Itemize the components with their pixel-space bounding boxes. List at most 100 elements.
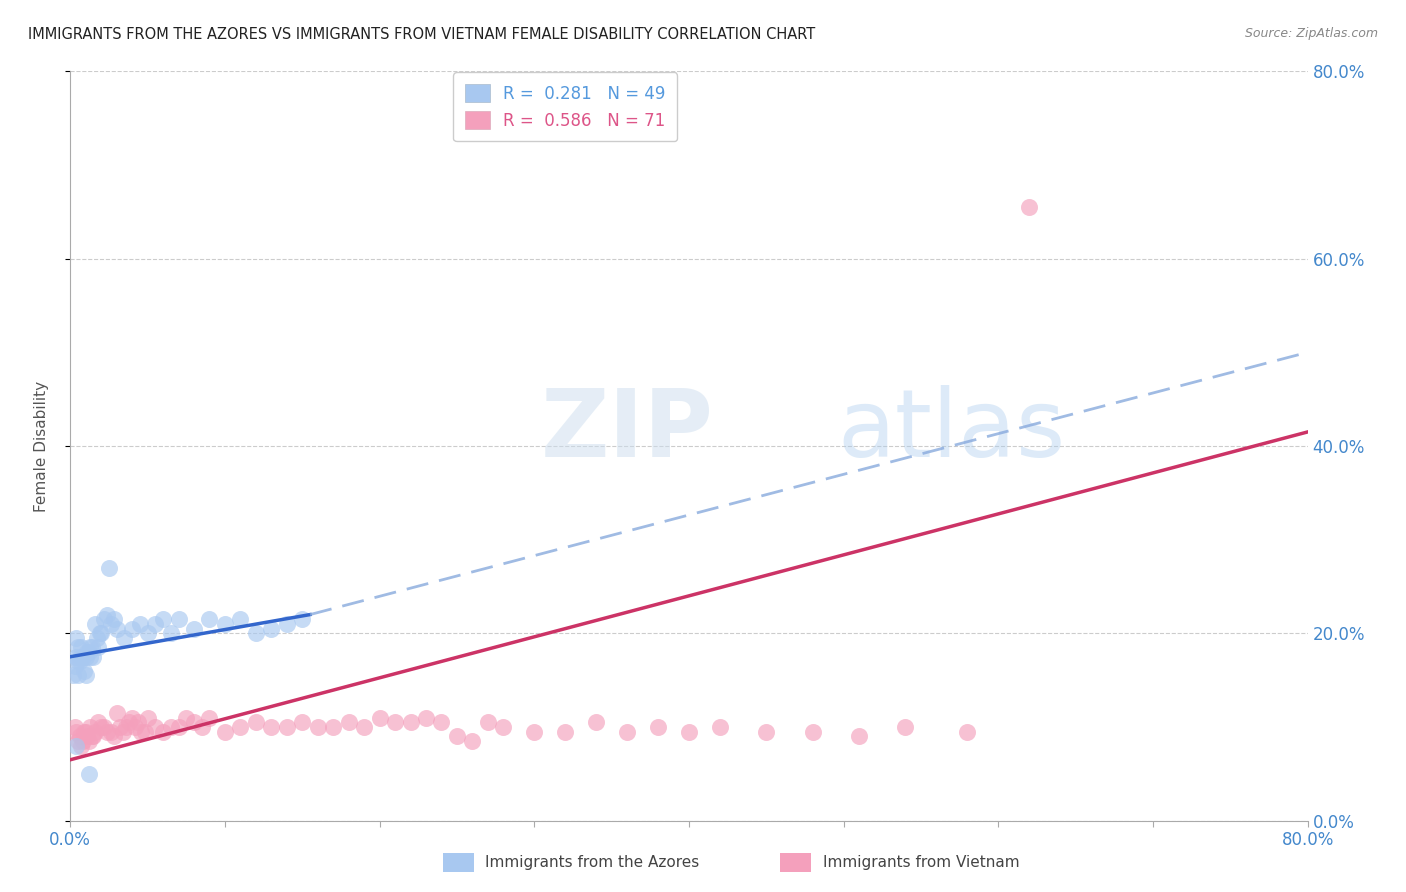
Point xyxy=(260,720,283,734)
Point xyxy=(214,617,236,632)
Point xyxy=(245,626,267,640)
Point xyxy=(63,720,86,734)
Text: Immigrants from Vietnam: Immigrants from Vietnam xyxy=(823,855,1019,870)
Point xyxy=(134,724,156,739)
Point xyxy=(124,720,146,734)
Point xyxy=(93,720,115,734)
Point xyxy=(322,720,344,734)
Text: ZIP: ZIP xyxy=(540,385,713,477)
Point xyxy=(65,649,87,664)
Point xyxy=(214,724,236,739)
Point xyxy=(276,720,298,734)
Point xyxy=(67,668,90,682)
Point xyxy=(167,720,190,734)
Point xyxy=(430,715,453,730)
Point xyxy=(554,724,576,739)
Point xyxy=(90,626,112,640)
Text: Immigrants from the Azores: Immigrants from the Azores xyxy=(485,855,699,870)
Point xyxy=(446,730,468,744)
Point xyxy=(801,724,824,739)
Point xyxy=(353,720,375,734)
Point xyxy=(477,715,499,730)
Point xyxy=(131,724,153,739)
Point xyxy=(87,640,110,655)
Point xyxy=(229,720,252,734)
Point xyxy=(76,730,98,744)
Point xyxy=(67,734,90,748)
Point xyxy=(69,730,91,744)
Point xyxy=(848,730,870,744)
Point xyxy=(585,715,607,730)
Point xyxy=(86,631,108,645)
Point xyxy=(399,715,422,730)
Y-axis label: Female Disability: Female Disability xyxy=(35,380,49,512)
Point xyxy=(69,655,91,669)
Point xyxy=(65,631,87,645)
Point xyxy=(63,659,86,673)
Point xyxy=(70,739,93,753)
Point xyxy=(79,720,101,734)
Point xyxy=(167,612,190,626)
Point xyxy=(75,668,97,682)
Point xyxy=(105,706,128,720)
Point xyxy=(1018,200,1040,214)
Point xyxy=(152,724,174,739)
Text: atlas: atlas xyxy=(838,385,1066,477)
Legend: R =  0.281   N = 49, R =  0.586   N = 71: R = 0.281 N = 49, R = 0.586 N = 71 xyxy=(453,72,678,141)
Point xyxy=(956,724,979,739)
Text: IMMIGRANTS FROM THE AZORES VS IMMIGRANTS FROM VIETNAM FEMALE DISABILITY CORRELAT: IMMIGRANTS FROM THE AZORES VS IMMIGRANTS… xyxy=(28,27,815,42)
Point xyxy=(105,622,128,636)
Point xyxy=(80,640,103,655)
Point xyxy=(129,617,152,632)
Point xyxy=(79,649,101,664)
Point xyxy=(492,720,515,734)
Point xyxy=(198,612,221,626)
Point xyxy=(70,640,93,655)
Point xyxy=(461,734,484,748)
Point xyxy=(276,617,298,632)
Point xyxy=(108,720,131,734)
Point xyxy=(183,622,205,636)
Point xyxy=(80,730,103,744)
Point xyxy=(245,715,267,730)
Point xyxy=(100,617,122,632)
Point xyxy=(89,626,111,640)
Point xyxy=(307,720,329,734)
Point xyxy=(84,617,107,632)
Point xyxy=(82,730,105,744)
Point xyxy=(72,734,94,748)
Point xyxy=(98,561,120,575)
Point xyxy=(79,640,101,655)
Point xyxy=(127,715,149,730)
Point xyxy=(77,767,100,781)
Point xyxy=(72,649,94,664)
Point xyxy=(84,724,107,739)
Point xyxy=(145,617,166,632)
Point xyxy=(118,715,141,730)
Point xyxy=(70,649,93,664)
Point xyxy=(198,710,221,724)
Point xyxy=(368,710,391,724)
Point xyxy=(415,710,437,724)
Point xyxy=(93,612,115,626)
Point xyxy=(260,622,283,636)
Point xyxy=(160,720,183,734)
Point xyxy=(87,715,110,730)
Point xyxy=(121,622,143,636)
Point xyxy=(894,720,917,734)
Point xyxy=(76,645,98,659)
Point xyxy=(337,715,360,730)
Point xyxy=(136,710,159,724)
Point xyxy=(75,724,97,739)
Point xyxy=(90,720,112,734)
Point xyxy=(103,730,125,744)
Point xyxy=(174,710,197,724)
Point xyxy=(121,710,143,724)
Point xyxy=(152,612,174,626)
Text: Source: ZipAtlas.com: Source: ZipAtlas.com xyxy=(1244,27,1378,40)
Point xyxy=(384,715,406,730)
Point xyxy=(291,715,314,730)
Point xyxy=(678,724,700,739)
Point xyxy=(62,668,84,682)
Point xyxy=(96,607,118,622)
